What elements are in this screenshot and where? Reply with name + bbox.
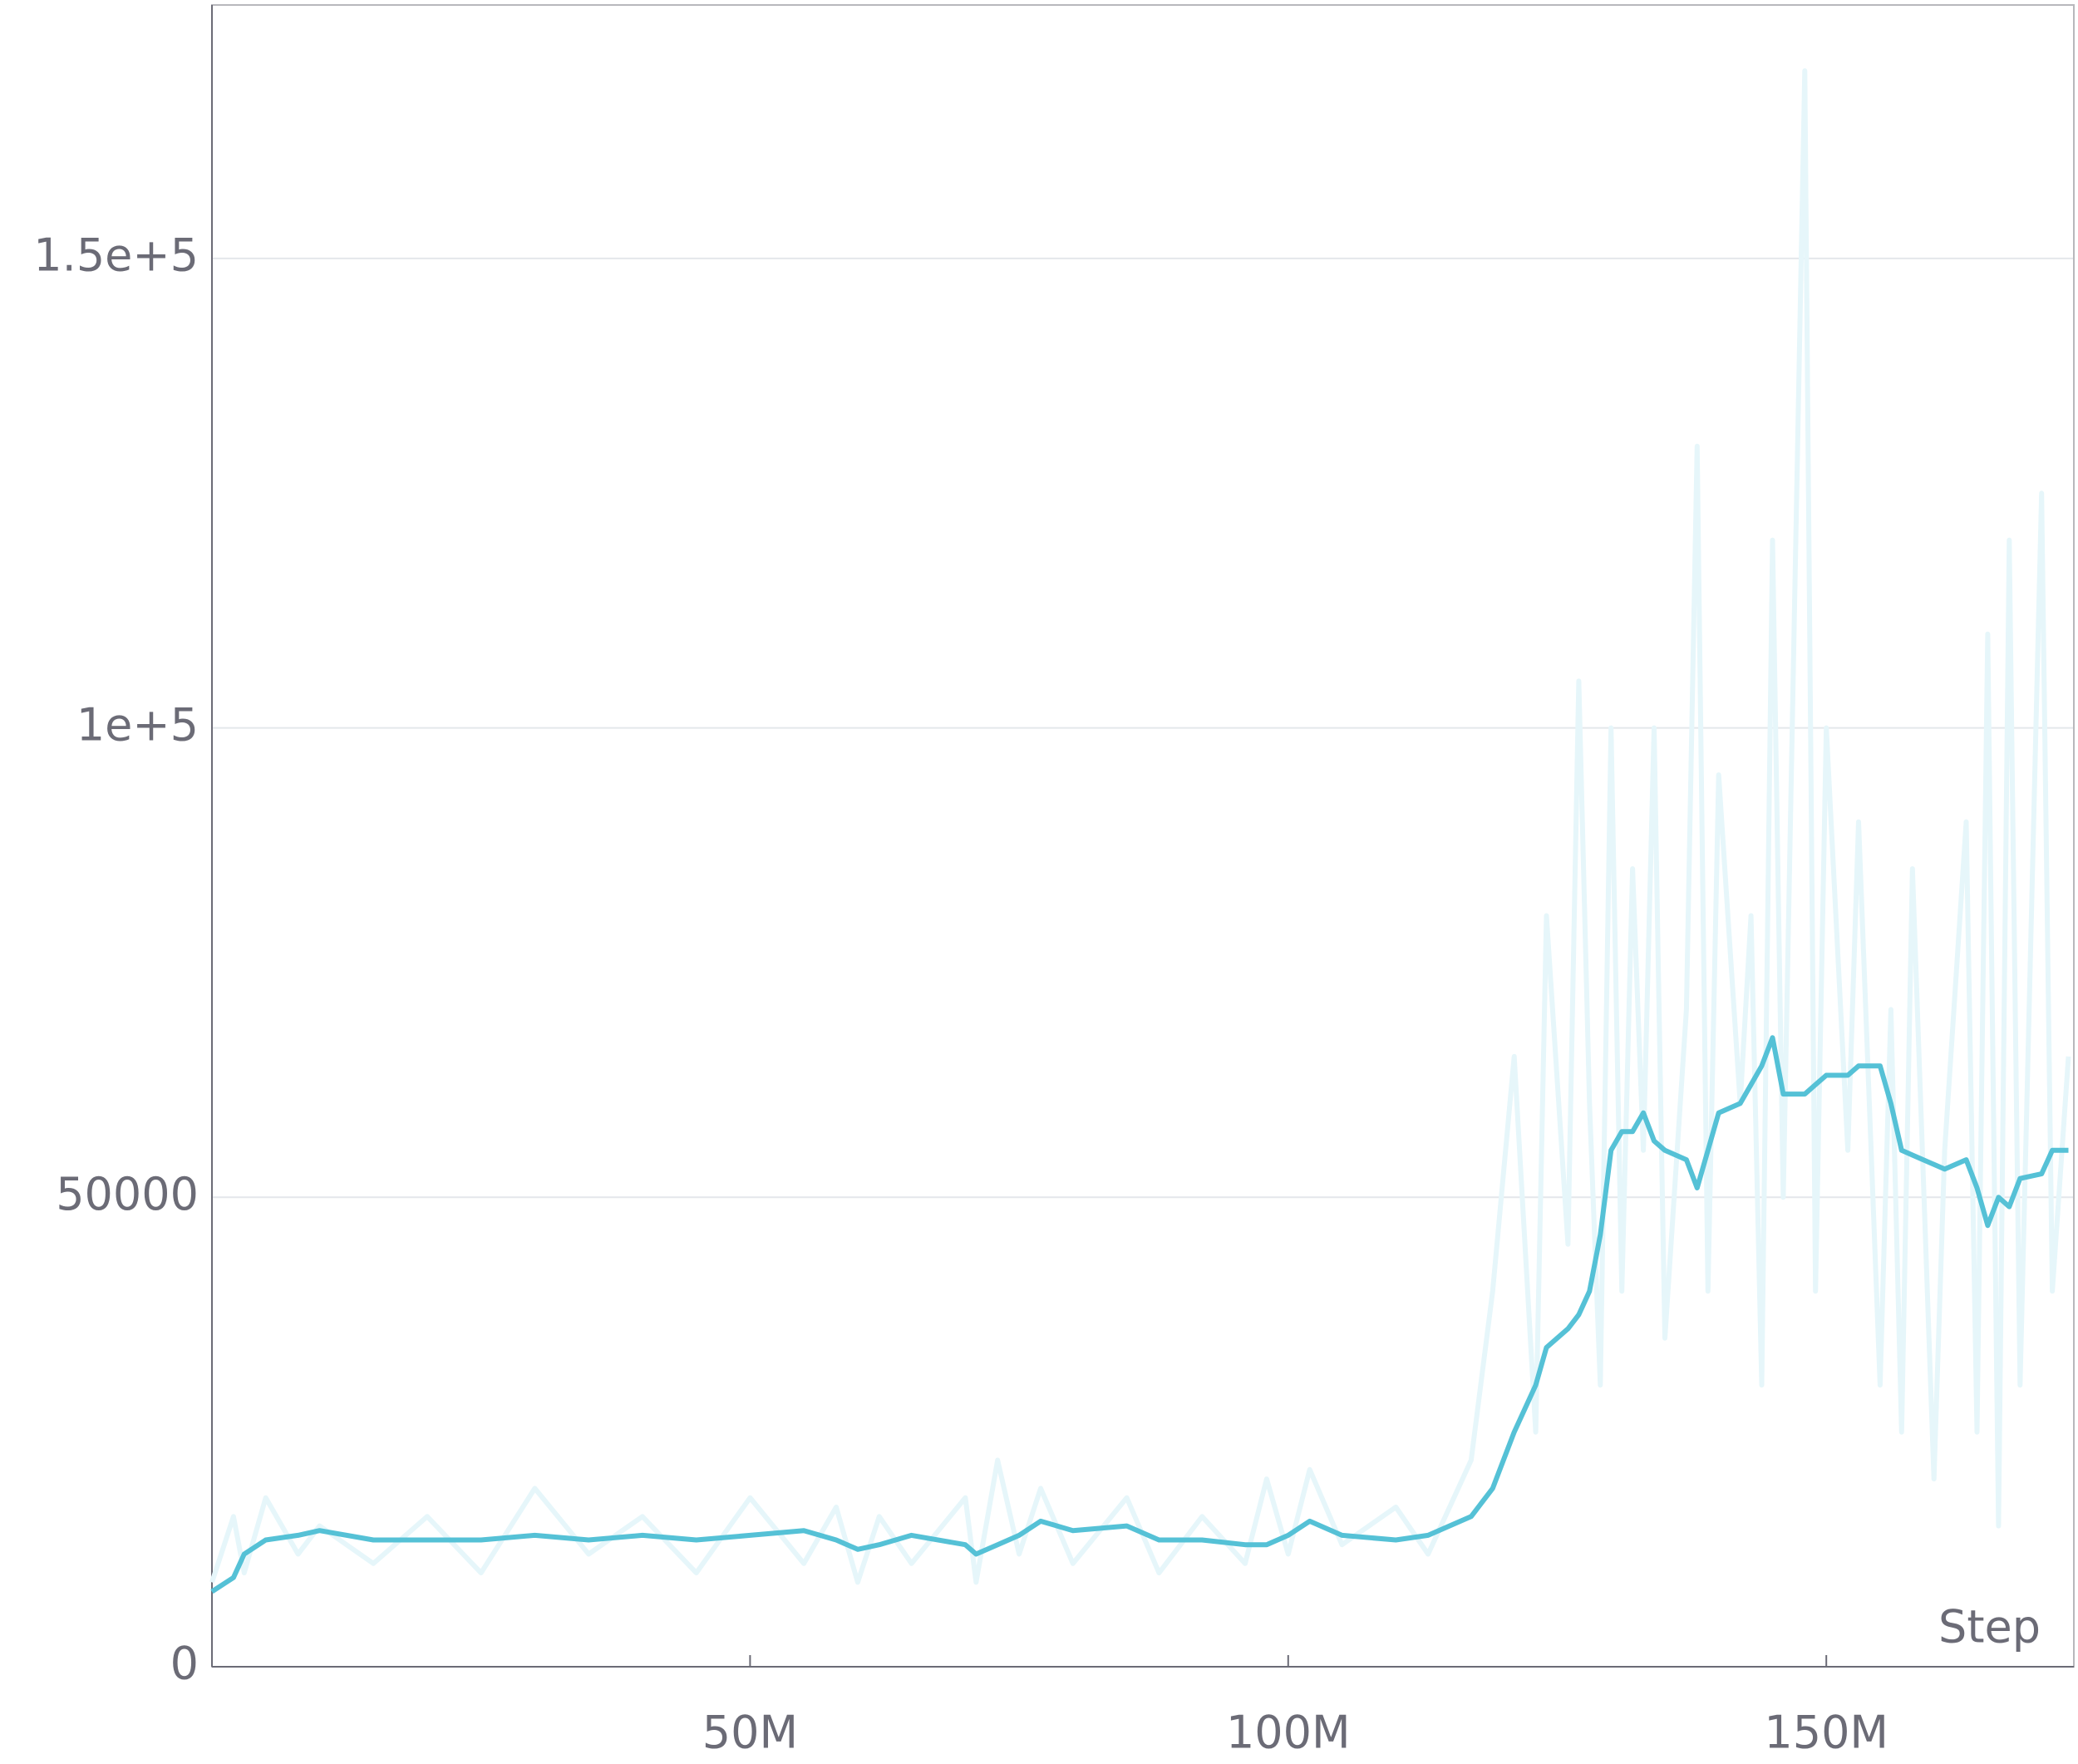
x-axis-label: Step xyxy=(1938,1601,2041,1653)
plot-frame xyxy=(211,4,2075,1668)
smoothed-line xyxy=(210,1035,2069,1594)
x-tick-label: 50M xyxy=(702,1707,798,1759)
y-tick-label: 1.5e+5 xyxy=(33,229,199,282)
x-tick-label: 150M xyxy=(1764,1707,1888,1759)
y-tick-label: 50000 xyxy=(56,1168,199,1220)
y-tick-label: 1e+5 xyxy=(76,698,199,751)
x-tick-label: 100M xyxy=(1226,1707,1351,1759)
raw-line xyxy=(209,68,2071,1585)
y-tick-label: 0 xyxy=(170,1638,199,1690)
